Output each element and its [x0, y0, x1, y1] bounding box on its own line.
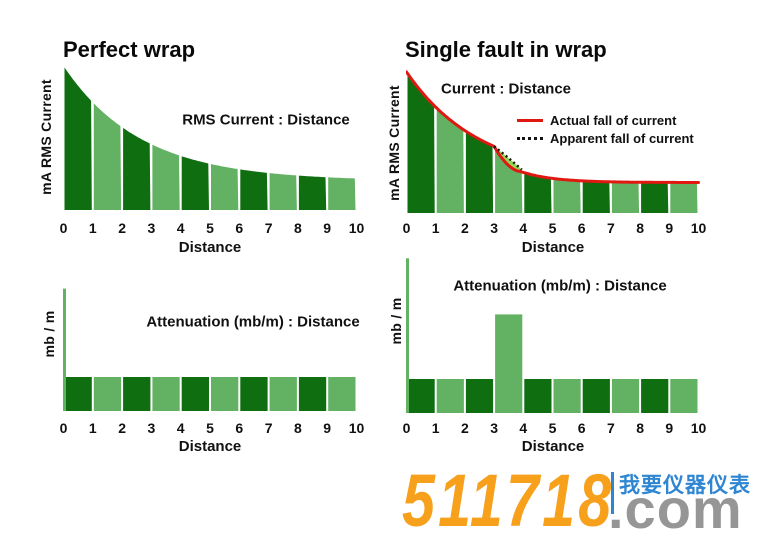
apparent-fall-dotted-line-icon	[517, 136, 543, 140]
x-ticks-perfect-wrap-current: 0 1 2 3 4 5 6 7 8 9 10	[60, 220, 365, 236]
x-tick-label: 8	[293, 420, 302, 436]
y-axis-label-ma-rms-current-left: mA RMS Current	[38, 79, 54, 195]
watermark-com-suffix: .com	[608, 477, 743, 540]
bar-plot-single-fault-current	[406, 70, 700, 214]
x-ticks-perfect-wrap-attenuation: 0 1 2 3 4 5 6 7 8 9 10	[60, 420, 365, 436]
legend-label-actual: Actual fall of current	[550, 112, 677, 128]
x-tick-label: 1	[431, 220, 440, 236]
x-tick-label: 1	[431, 420, 440, 436]
x-tick-label: 7	[264, 220, 273, 236]
inner-label-rms-current-distance: RMS Current : Distance	[182, 111, 350, 129]
x-tick-label: 3	[490, 420, 498, 436]
chart-title-single-fault: Single fault in wrap	[405, 37, 607, 62]
legend-row-actual: Actual fall of current	[517, 112, 694, 128]
bar-plot-perfect-wrap-attenuation	[63, 288, 356, 411]
x-tick-label: 5	[206, 420, 214, 436]
x-tick-label: 4	[519, 420, 528, 436]
x-tick-label: 3	[490, 220, 498, 236]
x-tick-label: 9	[323, 220, 332, 236]
actual-fall-line-icon	[517, 118, 543, 122]
y-axis-label-mb-m-right: mb / m	[388, 297, 404, 345]
x-tick-label: 0	[402, 420, 411, 436]
x-tick-label: 3	[147, 420, 156, 436]
inner-label-attenuation-left: Attenuation (mb/m) : Distance	[146, 313, 360, 331]
x-tick-label: 5	[548, 420, 557, 436]
x-tick-label: 1	[88, 220, 97, 236]
x-tick-label: 2	[460, 220, 469, 236]
bar-plot-single-fault-attenuation	[406, 258, 698, 413]
x-tick-label: 5	[548, 220, 557, 236]
inner-label-current-distance: Current : Distance	[440, 80, 572, 98]
x-tick-label: 3	[147, 220, 156, 236]
x-axis-label-distance-tl: Distance	[178, 239, 242, 256]
x-tick-label: 7	[264, 420, 273, 436]
x-ticks-single-fault-current: 0 1 2 3 4 5 6 7 8 9 10	[403, 220, 707, 236]
x-tick-label: 0	[59, 220, 68, 236]
x-axis-label-distance-tr: Distance	[521, 239, 585, 256]
y-axis-label-ma-rms-current-right: mA RMS Current	[386, 85, 402, 201]
bar-plot-perfect-wrap-current	[64, 67, 356, 210]
x-tick-label: 2	[118, 420, 126, 436]
inner-label-attenuation-right: Attenuation (mb/m) : Distance	[453, 277, 667, 295]
watermark-logo: 511718 我要仪器仪表 .com	[398, 462, 758, 547]
chart-title-perfect-wrap: Perfect wrap	[63, 37, 196, 62]
x-tick-label: 7	[606, 220, 615, 236]
y-axis-label-mb-m-left: mb / m	[41, 310, 57, 358]
x-tick-label: 4	[176, 420, 185, 436]
x-ticks-single-fault-attenuation: 0 1 2 3 4 5 6 7 8 9 10	[403, 420, 707, 436]
x-tick-label: 6	[235, 220, 244, 236]
x-tick-label: 7	[606, 420, 615, 436]
x-tick-label: 9	[323, 420, 332, 436]
x-tick-label: 0	[59, 420, 68, 436]
legend-row-apparent: Apparent fall of current	[517, 130, 694, 146]
x-tick-label: 10	[348, 220, 365, 236]
x-tick-label: 10	[690, 220, 707, 236]
watermark-chinese-text: 我要仪器仪表	[619, 474, 751, 497]
x-tick-label: 9	[665, 220, 674, 236]
x-axis-label-distance-br: Distance	[521, 438, 585, 455]
x-tick-label: 8	[636, 220, 644, 236]
x-tick-label: 2	[460, 420, 469, 436]
x-tick-label: 10	[348, 420, 365, 436]
x-tick-label: 4	[519, 220, 528, 236]
x-tick-label: 6	[235, 420, 244, 436]
x-tick-label: 5	[206, 220, 214, 236]
x-tick-label: 1	[88, 420, 97, 436]
x-tick-label: 9	[665, 420, 674, 436]
x-tick-label: 8	[636, 420, 644, 436]
x-tick-label: 0	[402, 220, 411, 236]
legend: Actual fall of current Apparent fall of …	[517, 112, 694, 146]
x-tick-label: 8	[293, 220, 302, 236]
x-tick-label: 6	[577, 420, 586, 436]
x-axis-label-distance-bl: Distance	[178, 438, 242, 455]
watermark-divider	[611, 472, 614, 514]
legend-label-apparent: Apparent fall of current	[550, 130, 694, 146]
x-tick-label: 6	[577, 220, 586, 236]
x-tick-label: 10	[690, 420, 707, 436]
watermark-number: 511718	[402, 459, 615, 542]
x-tick-label: 2	[118, 220, 126, 236]
x-tick-label: 4	[176, 220, 185, 236]
